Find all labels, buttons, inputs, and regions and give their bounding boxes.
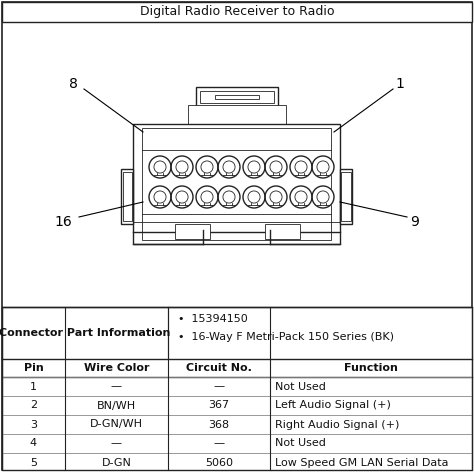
Circle shape xyxy=(171,156,193,178)
Text: Circuit No.: Circuit No. xyxy=(186,363,252,373)
Circle shape xyxy=(201,191,213,203)
Text: 5: 5 xyxy=(30,457,37,467)
Text: Pin: Pin xyxy=(24,363,44,373)
Text: Connector Part Information: Connector Part Information xyxy=(0,328,171,338)
Circle shape xyxy=(312,186,334,208)
Circle shape xyxy=(176,161,188,173)
Circle shape xyxy=(196,156,218,178)
Text: 9: 9 xyxy=(410,215,419,229)
Bar xyxy=(142,128,331,240)
Circle shape xyxy=(196,186,218,208)
Circle shape xyxy=(218,156,240,178)
Circle shape xyxy=(154,161,166,173)
Text: 4: 4 xyxy=(30,438,37,448)
Text: •  15394150: • 15394150 xyxy=(178,314,248,324)
Text: 5060: 5060 xyxy=(205,457,233,467)
Bar xyxy=(123,172,132,221)
Text: —: — xyxy=(111,438,122,448)
Text: 3: 3 xyxy=(30,420,37,430)
Text: Left Audio Signal (+): Left Audio Signal (+) xyxy=(275,401,391,411)
Circle shape xyxy=(243,186,265,208)
Circle shape xyxy=(243,156,265,178)
Text: •  16-Way F Metri-Pack 150 Series (BK): • 16-Way F Metri-Pack 150 Series (BK) xyxy=(178,332,394,342)
Bar xyxy=(340,169,352,224)
Text: 1: 1 xyxy=(30,381,37,391)
Circle shape xyxy=(223,161,235,173)
Circle shape xyxy=(295,161,307,173)
Text: Function: Function xyxy=(344,363,398,373)
Text: 8: 8 xyxy=(69,77,77,91)
Circle shape xyxy=(248,161,260,173)
Text: 16: 16 xyxy=(54,215,72,229)
Circle shape xyxy=(270,191,282,203)
Text: —: — xyxy=(213,381,225,391)
Bar xyxy=(2,307,472,470)
Text: 368: 368 xyxy=(209,420,229,430)
Bar xyxy=(2,2,472,22)
Circle shape xyxy=(149,186,171,208)
Circle shape xyxy=(265,156,287,178)
Text: —: — xyxy=(213,438,225,448)
Text: Low Speed GM LAN Serial Data: Low Speed GM LAN Serial Data xyxy=(275,457,448,467)
Text: —: — xyxy=(111,381,122,391)
Text: Not Used: Not Used xyxy=(275,381,326,391)
Text: BN/WH: BN/WH xyxy=(97,401,136,411)
Circle shape xyxy=(312,156,334,178)
Circle shape xyxy=(290,156,312,178)
Bar xyxy=(121,169,133,224)
Text: Right Audio Signal (+): Right Audio Signal (+) xyxy=(275,420,400,430)
Bar xyxy=(188,105,286,124)
Circle shape xyxy=(223,191,235,203)
Circle shape xyxy=(295,191,307,203)
Text: Wire Color: Wire Color xyxy=(84,363,149,373)
Text: Digital Radio Receiver to Radio: Digital Radio Receiver to Radio xyxy=(140,6,334,18)
Bar xyxy=(215,95,259,99)
Bar xyxy=(133,124,340,244)
Circle shape xyxy=(201,161,213,173)
Text: 2: 2 xyxy=(30,401,37,411)
Bar xyxy=(196,87,278,107)
Circle shape xyxy=(218,186,240,208)
Text: 367: 367 xyxy=(209,401,229,411)
Text: D-GN/WH: D-GN/WH xyxy=(90,420,143,430)
Bar xyxy=(200,91,274,103)
Circle shape xyxy=(290,186,312,208)
Circle shape xyxy=(149,156,171,178)
Circle shape xyxy=(265,186,287,208)
Circle shape xyxy=(176,191,188,203)
Text: 1: 1 xyxy=(396,77,404,91)
Text: Not Used: Not Used xyxy=(275,438,326,448)
Circle shape xyxy=(317,161,329,173)
Bar xyxy=(341,172,351,221)
Circle shape xyxy=(270,161,282,173)
Text: D-GN: D-GN xyxy=(101,457,131,467)
Bar xyxy=(175,224,210,239)
Circle shape xyxy=(171,186,193,208)
Bar xyxy=(265,224,300,239)
Circle shape xyxy=(154,191,166,203)
Circle shape xyxy=(248,191,260,203)
Circle shape xyxy=(317,191,329,203)
